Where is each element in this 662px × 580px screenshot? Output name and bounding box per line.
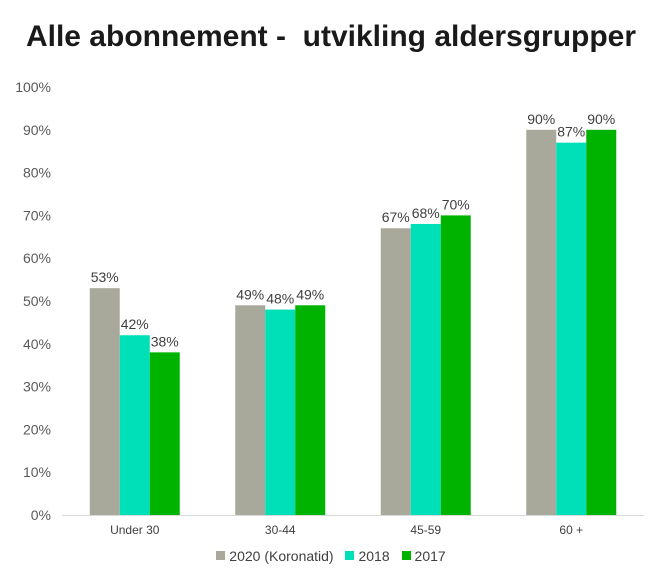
legend-swatch-2017: [401, 551, 411, 560]
data-label: 90%: [587, 111, 615, 127]
bar: [265, 309, 296, 515]
data-label: 49%: [296, 286, 324, 302]
bar: [440, 215, 471, 515]
bar: [526, 129, 557, 516]
data-label: 42%: [121, 316, 149, 332]
legend-item-2018: 2018: [345, 547, 390, 564]
bar: [410, 223, 441, 515]
x-tick-label: Under 30: [110, 523, 160, 537]
data-label: 90%: [527, 111, 555, 127]
bar: [556, 142, 587, 515]
y-tick-label: 0%: [31, 507, 51, 523]
x-tick-label: 60 +: [559, 523, 583, 537]
y-tick-label: 100%: [15, 79, 51, 95]
y-tick-label: 90%: [23, 122, 51, 138]
bar: [295, 305, 326, 515]
bar: [119, 335, 150, 515]
bar: [380, 228, 411, 516]
y-tick-label: 50%: [23, 293, 51, 309]
y-tick-label: 70%: [23, 207, 51, 223]
data-label: 48%: [266, 291, 294, 307]
chart-title: Alle abonnement - utvikling aldersgruppe…: [25, 20, 637, 53]
data-label: 53%: [91, 269, 119, 285]
data-label: 70%: [442, 196, 470, 212]
legend-label-2020: 2020 (Koronatid): [229, 547, 334, 564]
x-tick-label: 30-44: [265, 523, 296, 537]
y-tick-label: 30%: [23, 379, 51, 395]
data-label: 49%: [236, 286, 264, 302]
legend: 2020 (Koronatid) 2018 2017: [0, 547, 662, 564]
bar-chart: 0%10%20%30%40%50%60%70%80%90%100%53%42%3…: [15, 79, 644, 537]
legend-label-2018: 2018: [358, 547, 390, 564]
bar: [586, 129, 617, 516]
data-label: 67%: [382, 209, 410, 225]
bar: [235, 305, 266, 515]
bar: [149, 352, 180, 515]
y-tick-label: 10%: [23, 464, 51, 480]
y-tick-label: 60%: [23, 250, 51, 266]
data-label: 38%: [151, 333, 179, 349]
y-tick-label: 20%: [23, 421, 51, 437]
legend-item-2017: 2017: [401, 547, 446, 564]
legend-label-2017: 2017: [414, 547, 446, 564]
data-label: 87%: [557, 124, 585, 140]
data-label: 68%: [412, 205, 440, 221]
legend-item-2020: 2020 (Koronatid): [216, 547, 334, 564]
x-tick-label: 45-59: [410, 523, 441, 537]
y-tick-label: 40%: [23, 336, 51, 352]
y-tick-label: 80%: [23, 165, 51, 181]
legend-swatch-2018: [345, 551, 355, 560]
bar: [89, 288, 120, 515]
legend-swatch-2020: [216, 551, 226, 560]
